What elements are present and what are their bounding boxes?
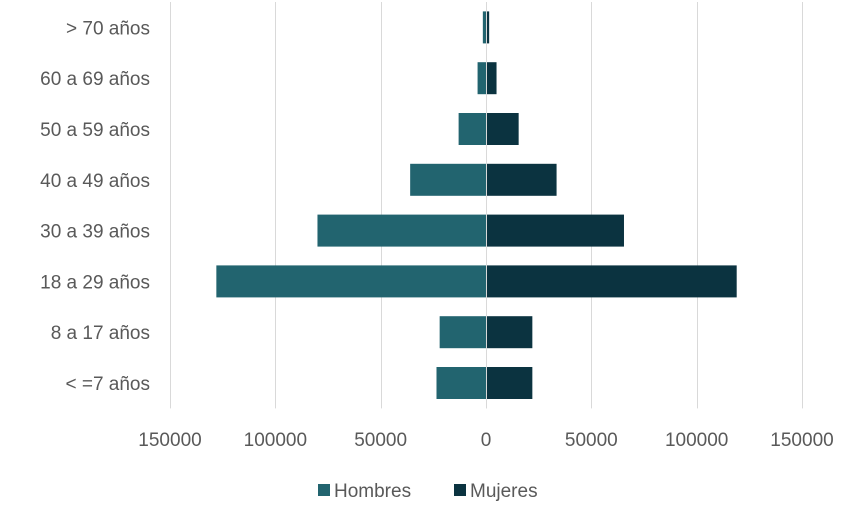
legend-label-mujeres: Mujeres	[470, 481, 538, 502]
bar-hombres	[439, 316, 486, 349]
category-label: < =7 años	[65, 374, 150, 395]
bars	[216, 2, 737, 409]
x-tick-label: 50000	[354, 430, 407, 451]
bar-hombres	[458, 113, 486, 145]
legend: Hombres Mujeres	[318, 481, 538, 502]
x-tick-label: 50000	[565, 430, 618, 451]
legend-swatch-hombres	[318, 484, 330, 496]
bar-mujeres	[486, 316, 533, 349]
x-tick-label: 0	[481, 430, 492, 451]
bar-mujeres	[486, 62, 497, 95]
bar-mujeres	[486, 265, 737, 298]
bar-mujeres	[486, 214, 624, 247]
bar-mujeres	[486, 163, 557, 196]
bar-hombres	[317, 214, 486, 247]
bar-hombres	[216, 265, 486, 298]
legend-swatch-mujeres	[454, 484, 466, 496]
category-label: 18 a 29 años	[40, 272, 150, 293]
category-label: 30 a 39 años	[40, 222, 150, 243]
category-label: > 70 años	[66, 18, 150, 39]
bar-hombres	[477, 62, 486, 95]
bar-mujeres	[486, 11, 490, 44]
bar-mujeres	[486, 367, 533, 399]
x-tick-label: 100000	[244, 430, 307, 451]
category-label: 50 a 59 años	[40, 120, 150, 141]
category-label: 8 a 17 años	[51, 323, 150, 344]
bar-mujeres	[486, 113, 519, 145]
x-axis-tick-labels: 150000 100000 50000 0 50000 100000 150000	[138, 430, 833, 451]
bar-hombres	[482, 11, 486, 44]
x-tick-label: 100000	[665, 430, 728, 451]
bar-hombres	[436, 367, 486, 399]
category-labels: > 70 años 60 a 69 años 50 a 59 años 40 a 49…	[40, 18, 150, 395]
category-label: 60 a 69 años	[40, 69, 150, 90]
category-label: 40 a 49 años	[40, 171, 150, 192]
legend-label-hombres: Hombres	[334, 481, 411, 502]
x-tick-label: 150000	[138, 430, 201, 451]
bar-hombres	[410, 163, 486, 196]
x-tick-label: 150000	[770, 430, 833, 451]
